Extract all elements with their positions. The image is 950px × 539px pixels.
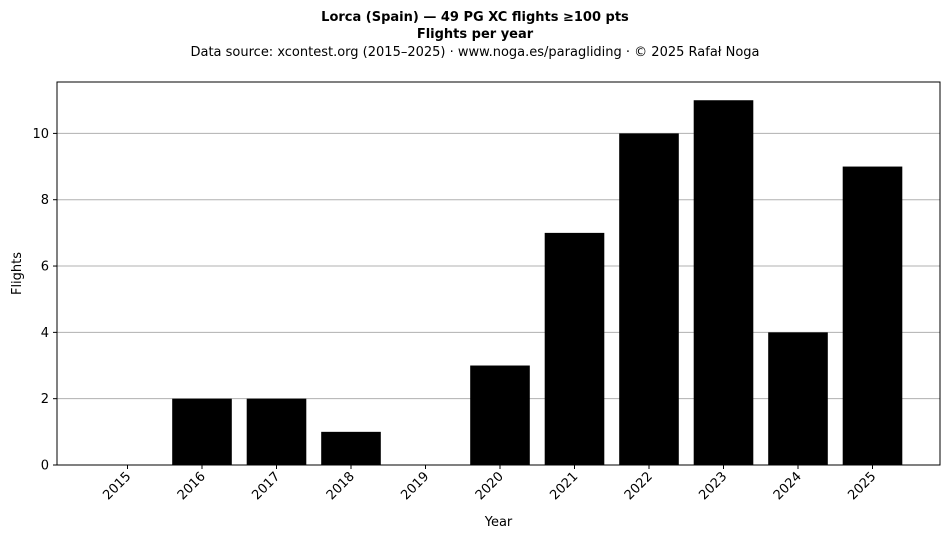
x-tick-label: 2020 [473, 469, 507, 503]
x-tick-label: 2023 [696, 469, 730, 503]
y-axis-ticks: 0 2 4 6 8 10 [32, 127, 57, 474]
bar-2016 [172, 398, 232, 465]
x-tick-label: 2022 [622, 469, 656, 503]
x-tick-label: 2018 [324, 469, 358, 503]
plot-frame [56, 81, 941, 466]
x-tick-label: 2024 [771, 469, 805, 503]
y-tick-label: 4 [41, 326, 49, 341]
x-tick-label: 2019 [398, 469, 432, 503]
bar-2024 [768, 332, 828, 465]
y-tick-label: 0 [41, 459, 49, 474]
bar-2021 [544, 232, 605, 465]
bar-2018 [321, 431, 381, 465]
y-axis-label: Flights [10, 252, 25, 295]
x-axis-label: Year [484, 515, 513, 530]
x-tick-label: 2017 [249, 469, 283, 503]
bars [172, 100, 903, 466]
y-tick-label: 2 [41, 392, 49, 407]
bar-2020 [470, 365, 530, 465]
chart-title: Lorca (Spain) — 49 PG XC flights ≥100 pt… [321, 10, 629, 25]
y-tick-label: 10 [32, 127, 49, 142]
chart-source-line: Data source: xcontest.org (2015–2025) · … [190, 45, 759, 60]
bar-2023 [693, 100, 754, 465]
x-axis-ticks: 2015 2016 2017 2018 2019 2020 2021 2022 2023 2024… [100, 465, 879, 503]
y-tick-label: 6 [41, 260, 49, 275]
y-tick-label: 8 [41, 193, 49, 208]
bar-2017 [246, 398, 307, 465]
bar-2022 [619, 133, 679, 466]
x-tick-label: 2016 [175, 469, 209, 503]
x-tick-label: 2021 [547, 469, 581, 503]
chart-subtitle: Flights per year [417, 27, 534, 42]
x-tick-label: 2025 [845, 469, 879, 503]
bar-2025 [842, 166, 903, 465]
x-tick-label: 2015 [100, 469, 134, 503]
